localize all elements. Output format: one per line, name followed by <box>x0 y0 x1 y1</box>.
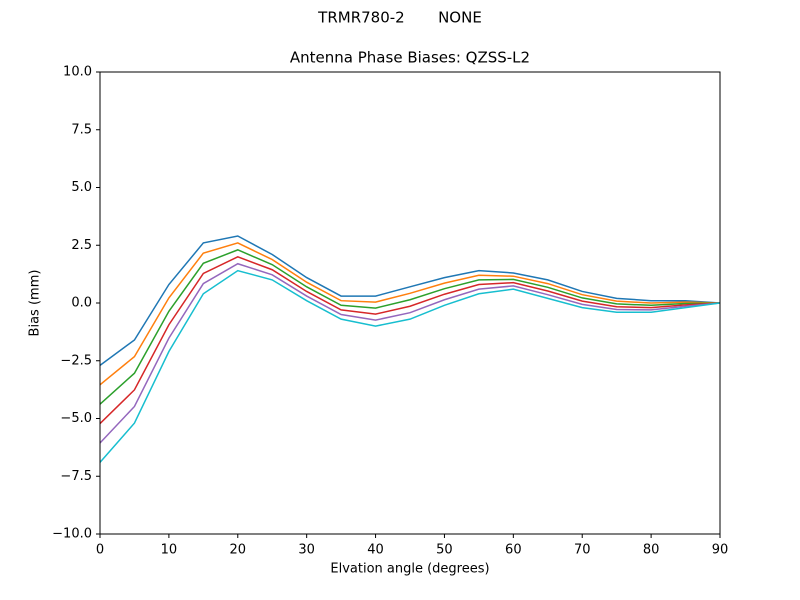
y-tick-label: 7.5 <box>71 122 92 137</box>
x-tick-label: 40 <box>367 543 384 558</box>
chart-title: Antenna Phase Biases: QZSS-L2 <box>290 49 530 67</box>
y-tick-label: −10.0 <box>52 527 92 542</box>
series-line <box>99 249 721 405</box>
y-tick-label: 2.5 <box>71 238 92 253</box>
y-tick-label: −7.5 <box>60 469 92 484</box>
x-tick-label: 80 <box>643 543 660 558</box>
y-tick-label: 0.0 <box>71 296 92 311</box>
x-tick-label: 10 <box>161 543 178 558</box>
x-tick-label: 0 <box>96 543 104 558</box>
series-line <box>99 235 721 366</box>
x-tick-label: 90 <box>712 543 729 558</box>
x-tick-label: 50 <box>436 543 453 558</box>
x-tick-label: 60 <box>505 543 522 558</box>
y-tick-label: −5.0 <box>60 411 92 426</box>
x-tick-label: 20 <box>230 543 247 558</box>
suptitle: TRMR780-2 NONE <box>317 9 482 27</box>
x-tick-label: 70 <box>574 543 591 558</box>
series-line <box>99 269 721 463</box>
x-tick-label: 30 <box>298 543 315 558</box>
y-axis-label: Bias (mm) <box>28 270 43 337</box>
y-tick-label: 10.0 <box>63 65 92 80</box>
series-line <box>99 255 721 425</box>
plot-frame <box>99 71 721 535</box>
y-tick-label: −2.5 <box>60 353 92 368</box>
series-line <box>99 262 721 444</box>
series-line <box>99 242 721 386</box>
x-axis-label: Elvation angle (degrees) <box>330 562 489 577</box>
y-tick-label: 5.0 <box>71 180 92 195</box>
